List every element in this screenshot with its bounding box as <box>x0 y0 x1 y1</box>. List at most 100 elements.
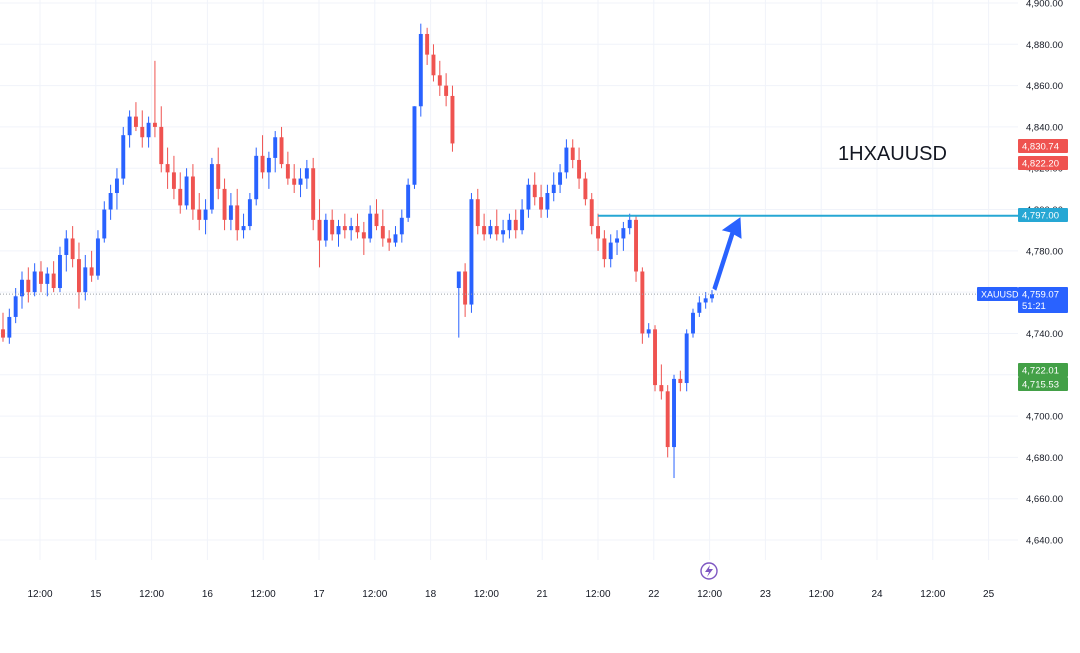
candle <box>634 215 638 282</box>
x-tick-label: 24 <box>871 589 883 600</box>
x-tick-label: 17 <box>313 589 325 600</box>
candle <box>292 164 297 194</box>
candle-body <box>83 267 88 293</box>
candle <box>228 193 233 231</box>
x-axis[interactable]: 12:00 15 12:00 16 12:00 17 12:00 18 12:00 21 12:00… <box>27 589 994 600</box>
candle-body <box>380 226 385 239</box>
candle-body <box>659 385 664 392</box>
y-tick-label: 4,700.00 <box>1026 412 1063 423</box>
candle <box>121 126 126 185</box>
x-tick-label: 12:00 <box>139 589 164 600</box>
candle <box>102 201 107 243</box>
candle <box>235 188 240 241</box>
candle-body <box>444 85 449 96</box>
x-tick-label: 25 <box>983 589 995 600</box>
candle-body <box>450 95 455 144</box>
candle <box>494 209 499 241</box>
candle-body <box>311 168 316 220</box>
candle <box>323 213 328 247</box>
candle <box>570 139 575 169</box>
candle <box>279 126 284 169</box>
candle <box>469 193 474 313</box>
candle-body <box>627 219 632 229</box>
candle-body <box>178 188 183 206</box>
candle-body <box>190 176 195 210</box>
candle <box>380 209 385 247</box>
candle <box>425 27 430 65</box>
candle-body <box>102 209 107 239</box>
candle-body <box>570 147 575 160</box>
candle-body <box>697 302 702 313</box>
candle-body <box>672 378 676 448</box>
y-tick-label: 4,740.00 <box>1026 329 1063 340</box>
candle-body <box>545 193 550 210</box>
candle <box>703 292 708 309</box>
symbol-tag[interactable]: XAUUSD <box>977 287 1019 301</box>
candle <box>330 209 335 241</box>
candle <box>133 102 138 132</box>
candle <box>621 221 626 251</box>
candle-body <box>197 209 202 220</box>
candle <box>640 267 645 344</box>
candle <box>178 172 183 214</box>
candle-body <box>266 157 271 173</box>
candle-body <box>285 164 290 179</box>
price-labels: 4,830.74 4,822.20 4,797.00 4,722.01 4,715.53… <box>977 139 1068 391</box>
candle <box>583 172 588 206</box>
candle <box>317 199 322 268</box>
lightning-icon[interactable] <box>700 562 718 580</box>
candle-body <box>7 316 12 338</box>
candle-body <box>425 33 430 55</box>
candle-body <box>602 238 607 260</box>
candle <box>304 159 309 189</box>
candle <box>608 234 613 268</box>
candle-body <box>279 137 284 165</box>
candle-body <box>608 242 613 260</box>
candle-body <box>165 164 170 173</box>
candle <box>539 184 544 218</box>
candle-body <box>494 226 499 235</box>
candle <box>431 44 436 82</box>
candle <box>507 213 512 239</box>
candle-body <box>89 267 94 276</box>
candle <box>349 217 354 241</box>
candle-body <box>127 116 132 136</box>
candle <box>260 135 265 179</box>
y-tick-label: 4,640.00 <box>1026 536 1063 547</box>
candle <box>513 209 518 239</box>
candle <box>437 60 442 96</box>
candle <box>39 261 43 293</box>
y-axis[interactable]: 4,640.004,660.004,680.004,700.004,720.00… <box>1026 0 1063 547</box>
candle-body <box>488 226 493 235</box>
candle <box>64 230 69 272</box>
candle <box>45 267 50 297</box>
candle-body <box>710 294 714 299</box>
candle-body <box>222 188 227 220</box>
candle-body <box>539 197 544 210</box>
candle <box>665 385 670 458</box>
candle <box>450 85 455 152</box>
candle-body <box>399 217 404 235</box>
candle <box>140 110 145 148</box>
candle-body <box>140 126 145 138</box>
candle-body <box>646 329 651 334</box>
candle <box>184 168 189 210</box>
x-tick-label: 12:00 <box>251 589 276 600</box>
candle-body <box>121 135 126 179</box>
candle-body <box>304 168 309 179</box>
candle-body <box>482 226 487 235</box>
candle-body <box>108 193 113 210</box>
price-label-text: 4,830.74 <box>1022 142 1059 153</box>
candle <box>216 147 221 200</box>
candle <box>684 329 689 392</box>
candle <box>545 184 550 218</box>
y-tick-label: 4,880.00 <box>1026 40 1063 51</box>
candle-body <box>13 296 18 317</box>
symbol-tag-text: XAUUSD <box>981 290 1019 300</box>
candle-body <box>634 219 638 272</box>
candle <box>241 213 246 239</box>
candle <box>197 193 202 231</box>
x-tick-label: 12:00 <box>585 589 610 600</box>
